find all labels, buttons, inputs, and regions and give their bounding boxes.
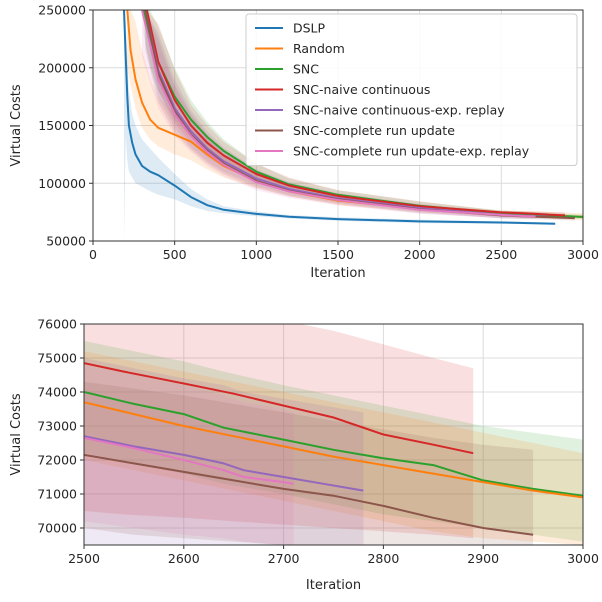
series-line-6 bbox=[141, 10, 536, 218]
confidence-band-3 bbox=[84, 358, 364, 545]
x-tick-label: 1500 bbox=[322, 247, 354, 262]
confidence-band-1 bbox=[84, 341, 583, 542]
x-tick-label: 2800 bbox=[367, 551, 399, 566]
y-axis-label: Virtual Costs bbox=[9, 393, 24, 476]
confidence-band-4 bbox=[145, 10, 548, 219]
y-tick-label: 50000 bbox=[46, 234, 86, 249]
y-tick-label: 73000 bbox=[37, 419, 77, 434]
series-line-1 bbox=[84, 391, 583, 497]
series-line-0 bbox=[84, 362, 474, 455]
x-tick-label: 2500 bbox=[68, 551, 100, 566]
series-line-3 bbox=[145, 10, 566, 217]
x-axis-label: Iteration bbox=[310, 266, 365, 281]
x-tick-label: 3000 bbox=[567, 247, 599, 262]
y-tick-label: 71000 bbox=[37, 487, 77, 502]
x-tick-label: 1000 bbox=[240, 247, 272, 262]
series-group bbox=[123, 10, 583, 241]
legend-label: SNC bbox=[293, 62, 319, 77]
legend-label: SNC-complete run update-exp. replay bbox=[293, 144, 530, 159]
series-line-3 bbox=[84, 435, 364, 492]
legend-label: SNC-complete run update bbox=[293, 123, 455, 138]
confidence-band-1 bbox=[127, 10, 583, 221]
series-line-2 bbox=[84, 401, 583, 499]
confidence-band-3 bbox=[146, 10, 565, 219]
y-tick-label: 150000 bbox=[38, 118, 86, 133]
confidence-band-2 bbox=[143, 10, 583, 220]
chart-top: 0 500 1000 1500 2000 2500 3000 50000 100000 15000… bbox=[9, 3, 599, 282]
series-line-0 bbox=[123, 10, 556, 225]
y-axis-label: Virtual Costs bbox=[9, 84, 24, 167]
legend-label: DSLP bbox=[293, 21, 326, 36]
chart-bottom: 2500 2600 2700 2800 2900 3000 70000 71000 72000 7… bbox=[9, 317, 599, 594]
y-tick-label: 100000 bbox=[38, 176, 86, 191]
legend-label: SNC-naive continuous-exp. replay bbox=[293, 103, 505, 118]
series-line-5 bbox=[84, 453, 534, 536]
x-tick-label: 2900 bbox=[467, 551, 499, 566]
x-tick-label: 2500 bbox=[485, 247, 517, 262]
legend-box bbox=[245, 13, 578, 166]
x-tick-label: 2000 bbox=[404, 247, 436, 262]
y-tick-label: 75000 bbox=[37, 351, 77, 366]
confidence-band-4 bbox=[84, 364, 294, 545]
confidence-band-0 bbox=[84, 324, 474, 539]
y-tick-label: 76000 bbox=[37, 317, 77, 332]
series-line-4 bbox=[84, 436, 294, 485]
confidence-band-5 bbox=[84, 381, 534, 545]
y-tick-label: 200000 bbox=[38, 60, 86, 75]
x-tick-label: 3000 bbox=[567, 551, 599, 566]
y-tick-label: 72000 bbox=[37, 453, 77, 468]
legend-label: Random bbox=[293, 41, 345, 56]
y-tick-label: 70000 bbox=[37, 521, 77, 536]
plot-frame bbox=[83, 323, 584, 546]
series-group bbox=[84, 324, 583, 545]
confidence-band-6 bbox=[142, 10, 536, 219]
y-tick-label: 250000 bbox=[38, 3, 86, 18]
confidence-band-2 bbox=[84, 351, 583, 545]
y-tick-label: 74000 bbox=[37, 385, 77, 400]
legend-label: SNC-naive continuous bbox=[293, 82, 430, 97]
x-axis-label: Iteration bbox=[306, 578, 361, 593]
x-tick-label: 500 bbox=[163, 247, 187, 262]
x-tick-label: 2700 bbox=[268, 551, 300, 566]
x-tick-label: 2600 bbox=[168, 551, 200, 566]
x-tick-label: 0 bbox=[89, 247, 97, 262]
